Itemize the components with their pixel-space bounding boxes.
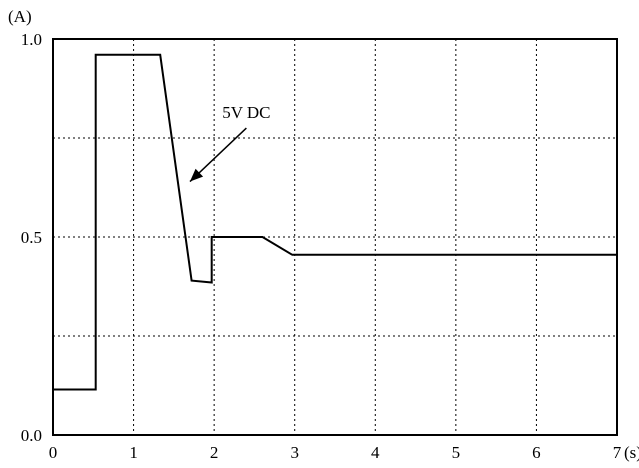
- plot-frame: [52, 38, 618, 436]
- annotation-arrowhead: [189, 168, 204, 182]
- y-tick-label: 1.0: [21, 30, 42, 49]
- current-series-line: [53, 53, 617, 391]
- x-unit-label: (s): [624, 443, 639, 462]
- x-tick-label: 0: [49, 443, 58, 462]
- y-tick-label: 0.0: [21, 426, 42, 445]
- annotation-layer: 5V DC: [189, 103, 271, 183]
- x-tick-label: 6: [532, 443, 541, 462]
- y-tick-labels: 0.0 0.5 1.0: [21, 30, 42, 445]
- x-tick-label: 4: [371, 443, 380, 462]
- gridlines: [53, 39, 617, 435]
- x-tick-label: 5: [452, 443, 461, 462]
- x-tick-label: 2: [210, 443, 219, 462]
- x-tick-label: 3: [290, 443, 299, 462]
- y-tick-label: 0.5: [21, 228, 42, 247]
- series-layer: [53, 53, 617, 391]
- x-tick-label: 1: [129, 443, 138, 462]
- y-unit-label: (A): [8, 7, 32, 26]
- annotation-arrow-shaft: [189, 127, 247, 183]
- annotation-label: 5V DC: [222, 103, 270, 122]
- x-tick-labels: 0 1 2 3 4 5 6 7: [49, 443, 622, 462]
- x-tick-label: 7: [613, 443, 622, 462]
